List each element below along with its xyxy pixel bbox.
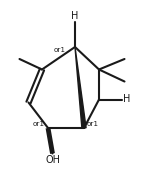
Text: OH: OH: [45, 155, 60, 165]
Text: or1: or1: [87, 121, 99, 127]
Text: H: H: [71, 11, 79, 21]
Text: H: H: [123, 95, 130, 104]
Text: or1: or1: [33, 121, 45, 127]
Text: or1: or1: [54, 47, 66, 53]
Polygon shape: [75, 47, 86, 128]
